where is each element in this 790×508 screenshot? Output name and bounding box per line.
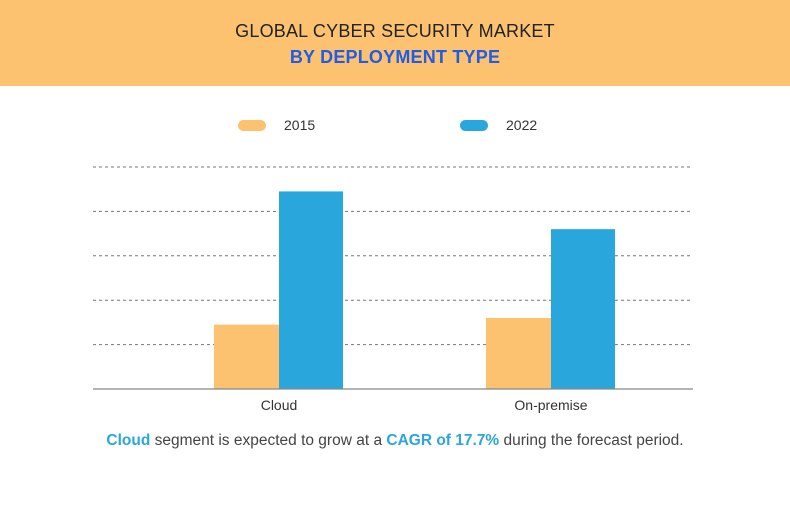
caption: Cloud segment is expected to grow at a C… xyxy=(0,432,790,450)
caption-highlight-cloud: Cloud xyxy=(106,432,151,449)
chart-title: GLOBAL CYBER SECURITY MARKET xyxy=(235,21,555,41)
caption-highlight-cagr: CAGR of 17.7% xyxy=(386,432,500,449)
header-banner: GLOBAL CYBER SECURITY MARKET BY DEPLOYME… xyxy=(0,0,790,86)
caption-text: during the forecast period. xyxy=(499,432,684,449)
caption-text: segment is expected to grow at a xyxy=(150,432,387,449)
legend-swatch-2015 xyxy=(238,119,266,131)
bar-cloud-2015 xyxy=(214,324,279,389)
chart-subtitle: BY DEPLOYMENT TYPE xyxy=(289,47,501,67)
legend-item-2015: 2015 xyxy=(238,117,315,133)
bar-on-premise-2022 xyxy=(551,229,615,389)
x-tick-label: On-premise xyxy=(514,397,587,413)
legend-label: 2015 xyxy=(284,117,316,133)
legend-item-2022: 2022 xyxy=(460,117,537,133)
bar-on-premise-2015 xyxy=(486,317,551,389)
bar-cloud-2022 xyxy=(279,191,343,389)
legend-label: 2022 xyxy=(506,117,538,133)
x-tick-label: Cloud xyxy=(261,397,298,413)
legend-swatch-2022 xyxy=(460,119,488,131)
